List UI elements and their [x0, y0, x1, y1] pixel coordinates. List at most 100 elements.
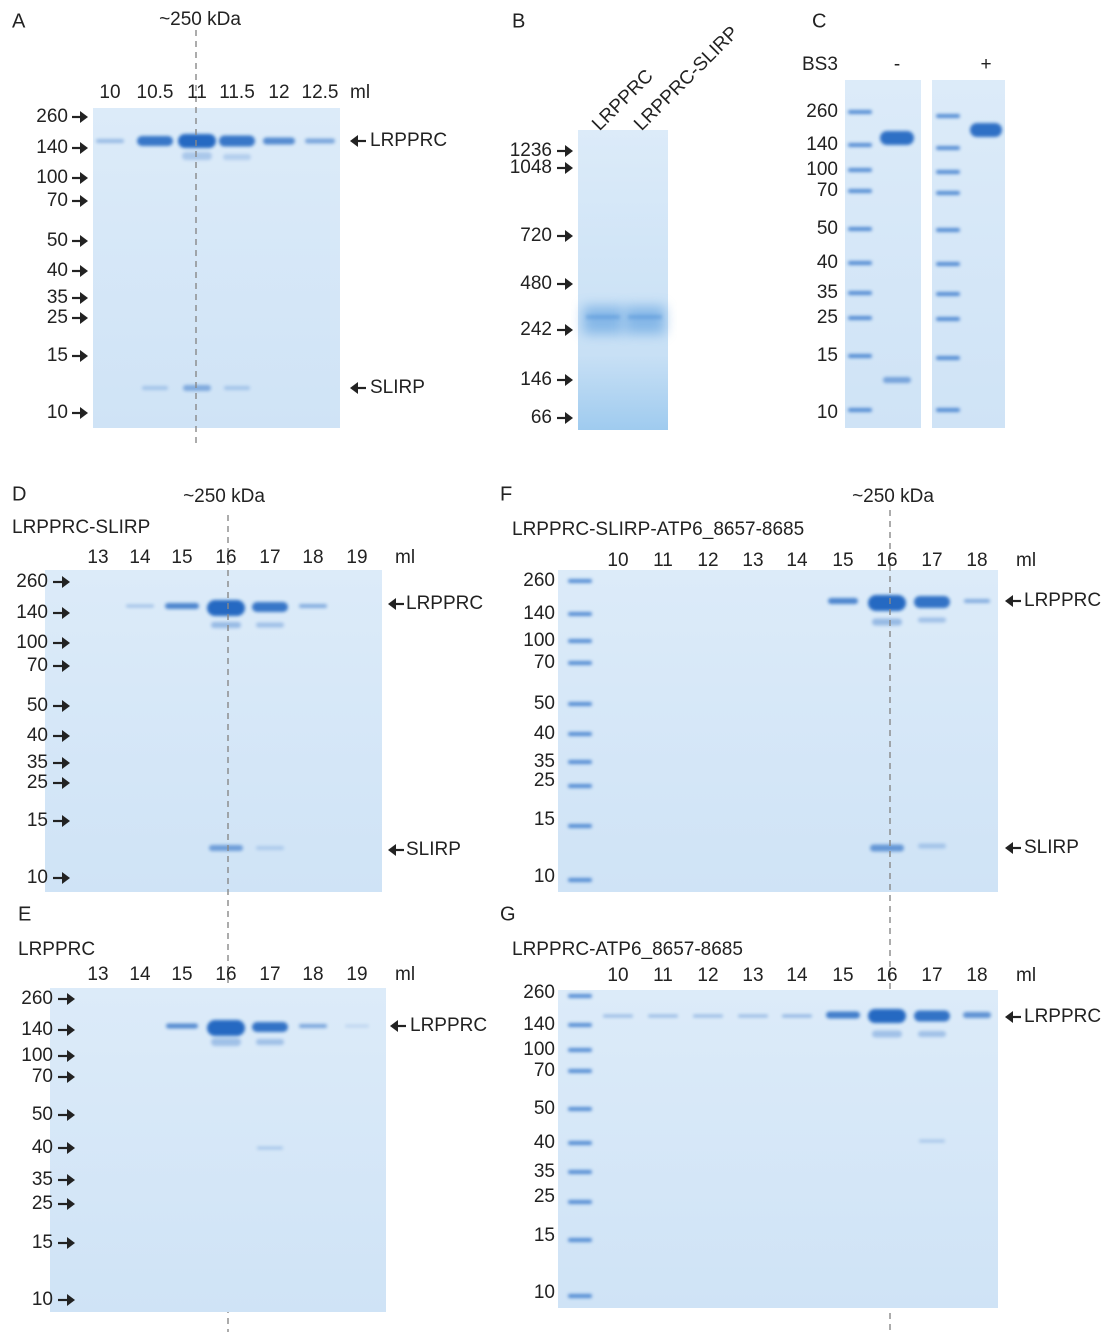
band — [211, 622, 241, 628]
marker-label: 10 — [534, 866, 555, 887]
ladder-band — [568, 1141, 592, 1145]
panel-letter: C — [812, 10, 826, 32]
arrow-head — [80, 111, 88, 123]
marker-label: 50 — [534, 693, 555, 714]
marker-label: 40 — [534, 723, 555, 744]
band — [918, 844, 946, 849]
marker-label: 70 — [534, 652, 555, 673]
band — [96, 139, 124, 143]
band — [738, 1015, 768, 1018]
gel — [558, 990, 998, 1308]
panel-title: LRPPRC-ATP6_8657-8685 — [512, 939, 743, 960]
lane-label: 10.5 — [137, 82, 174, 103]
marker-label: 40 — [47, 260, 68, 281]
panel-letter: A — [12, 10, 26, 32]
arrow-head — [565, 162, 573, 174]
smear — [625, 306, 665, 334]
band — [693, 1015, 723, 1018]
band — [870, 845, 904, 852]
marker-label: 15 — [817, 345, 838, 366]
arrow-head — [565, 374, 573, 386]
marker-label: 50 — [534, 1098, 555, 1119]
lane-label: 17 — [259, 547, 280, 568]
marker-label: 10 — [534, 1282, 555, 1303]
ladder-band — [568, 878, 592, 882]
band — [256, 1039, 284, 1045]
marker-label: 480 — [520, 273, 552, 294]
band-annotation: LRPPRC — [370, 130, 447, 151]
band — [183, 385, 211, 391]
marker-label: 140 — [21, 1019, 53, 1040]
lane-label: 12 — [697, 550, 718, 571]
ladder-band — [936, 170, 960, 174]
band — [914, 1011, 950, 1022]
ladder-band — [848, 189, 872, 193]
band — [299, 604, 327, 608]
marker-label: 146 — [520, 369, 552, 390]
panel-letter: F — [500, 483, 512, 505]
marker-label: 720 — [520, 225, 552, 246]
arrow-head — [80, 407, 88, 419]
lane-label: 18 — [302, 547, 323, 568]
lane-label: 11 — [653, 550, 673, 571]
ladder-band — [936, 292, 960, 296]
marker-label: 40 — [534, 1132, 555, 1153]
marker-label: 260 — [36, 106, 68, 127]
marker-label: 35 — [47, 287, 68, 308]
arrow-head — [350, 135, 358, 147]
marker-label: 10 — [47, 402, 68, 423]
marker-label: 10 — [32, 1289, 53, 1310]
ladder-band — [936, 408, 960, 412]
ladder-band — [848, 227, 872, 231]
figure: A~250 kDa1010.51111.51212.5ml26014010070… — [0, 0, 1113, 1332]
marker-label: 15 — [47, 345, 68, 366]
band — [252, 602, 288, 612]
panel-title: LRPPRC — [18, 939, 95, 960]
lane-label: 17 — [921, 965, 942, 986]
lane-label: 17 — [259, 964, 280, 985]
ladder-band — [568, 1170, 592, 1174]
ladder-band — [848, 408, 872, 412]
marker-label: 100 — [21, 1045, 53, 1066]
unit-label: ml — [1016, 550, 1036, 571]
band — [211, 1038, 241, 1046]
smear — [628, 315, 662, 319]
ladder-band — [848, 291, 872, 295]
band — [223, 154, 251, 160]
ladder-band — [568, 994, 592, 998]
lane-label: 11.5 — [219, 82, 255, 103]
band-annotation: SLIRP — [370, 377, 425, 398]
marker-label: 100 — [806, 159, 838, 180]
lane-label: 19 — [346, 964, 367, 985]
lane-label: 12 — [697, 965, 718, 986]
ladder-band — [568, 1200, 592, 1204]
band — [868, 595, 906, 611]
ladder-band — [568, 661, 592, 665]
band — [182, 152, 212, 160]
marker-label: 242 — [520, 319, 552, 340]
lane-label: 10 — [607, 550, 628, 571]
band — [648, 1015, 678, 1018]
unit-label: ml — [350, 82, 370, 103]
gel — [93, 108, 340, 428]
arrow-head — [1005, 842, 1013, 854]
marker-label: 15 — [534, 809, 555, 830]
band — [880, 131, 914, 145]
arrow-head — [1005, 1011, 1013, 1023]
marker-label: 66 — [531, 407, 552, 428]
marker-label: 70 — [32, 1066, 53, 1087]
lane-label: 16 — [215, 547, 236, 568]
marker-label: 35 — [534, 751, 555, 772]
band — [142, 386, 168, 390]
lane-label: 15 — [832, 965, 853, 986]
marker-label: 140 — [523, 1014, 555, 1035]
lane-label: 16 — [876, 550, 897, 571]
band — [914, 596, 950, 608]
marker-label: 50 — [817, 218, 838, 239]
band-annotation: LRPPRC — [1024, 590, 1101, 611]
ladder-band — [936, 228, 960, 232]
ladder-band — [848, 354, 872, 358]
ladder-band — [936, 317, 960, 321]
unit-label: ml — [395, 964, 415, 985]
band — [872, 619, 902, 626]
